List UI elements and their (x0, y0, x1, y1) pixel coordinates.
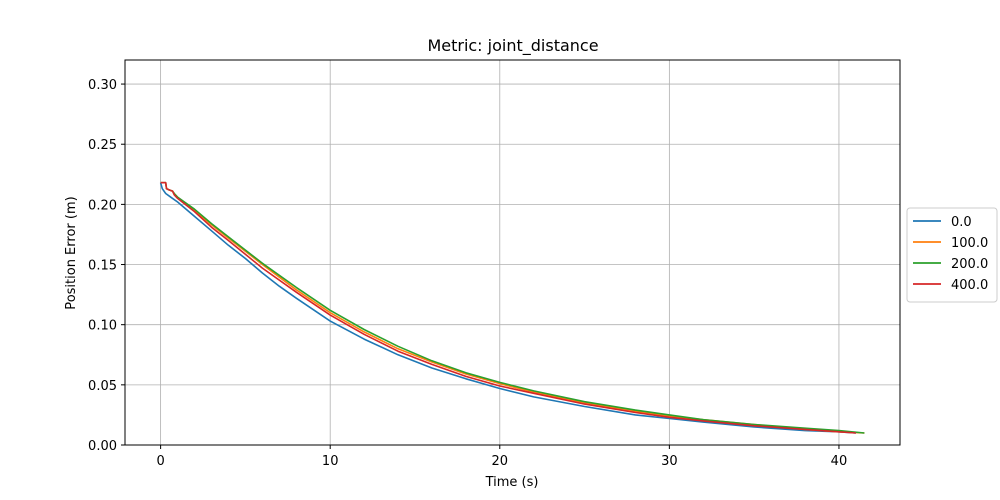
x-tick-label: 20 (492, 454, 509, 469)
series-line-100.0 (160, 181, 865, 434)
y-axis-ticks: 0.00 0.05 0.10 0.15 0.20 0.25 0.30 (88, 78, 125, 454)
plot-frame (124, 59, 901, 446)
y-tick-label: 0.15 (88, 259, 117, 274)
x-tick-label: 40 (831, 454, 848, 469)
y-tick-label: 0.25 (88, 138, 117, 153)
x-tick-label: 10 (322, 454, 339, 469)
y-tick-label: 0.10 (88, 319, 117, 334)
y-tick-label: 0.05 (88, 379, 117, 394)
x-tick-label: 30 (661, 454, 678, 469)
series-line-400.0 (160, 181, 856, 434)
legend: 0.0 100.0 200.0 400.0 (906, 207, 998, 303)
y-tick-label: 0.00 (88, 439, 117, 454)
y-axis-label: Position Error (m) (64, 196, 79, 309)
series-line-200.0 (160, 181, 865, 434)
legend-label: 200.0 (951, 257, 988, 272)
legend-label: 100.0 (951, 236, 988, 251)
series-lines (159, 181, 865, 434)
x-tick-label: 0 (156, 454, 164, 469)
chart-title: Metric: joint_distance (427, 36, 598, 56)
y-tick-label: 0.20 (88, 198, 117, 213)
legend-label: 400.0 (951, 278, 988, 293)
x-axis-label: Time (s) (485, 475, 539, 490)
series-line-0.0 (159, 182, 856, 434)
x-axis-ticks: 0 10 20 30 40 (156, 445, 847, 469)
legend-box (906, 207, 998, 303)
legend-label: 0.0 (951, 215, 972, 230)
y-tick-label: 0.30 (88, 78, 117, 93)
